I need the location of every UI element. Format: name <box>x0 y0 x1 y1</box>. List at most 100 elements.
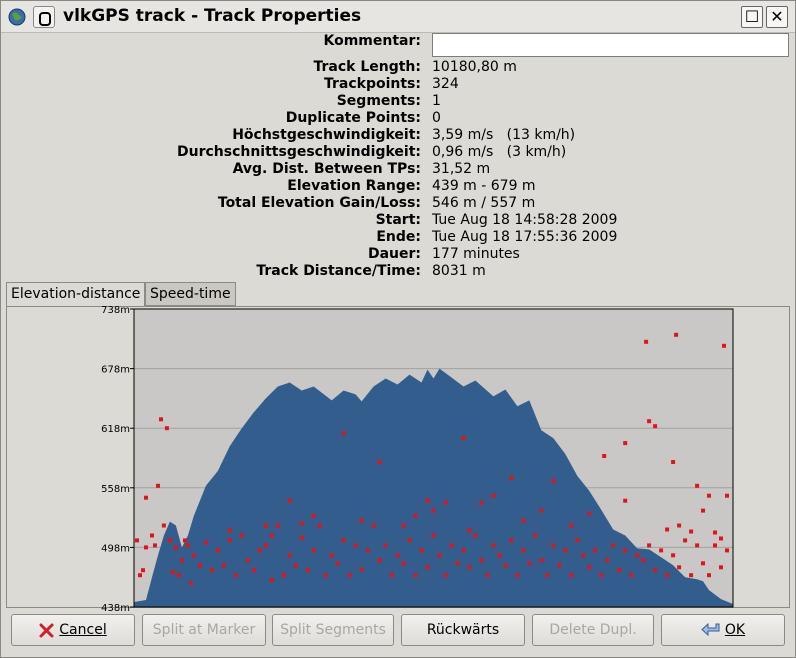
speed-point <box>419 548 424 553</box>
property-label: Duplicate Points: <box>285 110 421 126</box>
speed-point <box>551 543 556 548</box>
speed-point <box>359 567 364 572</box>
speed-point <box>689 529 694 534</box>
window-menu-button[interactable] <box>33 6 55 28</box>
speed-point <box>587 511 592 516</box>
speed-point <box>150 533 154 538</box>
property-label: Höchstgeschwindigkeit: <box>232 127 421 143</box>
delete-duplicates-button[interactable]: Delete Dupl. <box>532 614 654 646</box>
speed-point <box>473 533 478 538</box>
speed-point <box>281 573 286 578</box>
cancel-button[interactable]: Cancel <box>11 614 135 646</box>
speed-point <box>323 573 328 578</box>
close-button[interactable]: ✕ <box>766 6 788 28</box>
speed-point <box>401 523 406 528</box>
tab-elevation-distance[interactable]: Elevation-distance <box>6 282 146 308</box>
speed-point <box>659 548 664 553</box>
speed-point <box>713 530 717 535</box>
kommentar-input[interactable] <box>432 33 789 57</box>
title-bar[interactable]: vlkGPS track - Track Properties ☐ ✕ <box>1 1 795 33</box>
ok-button[interactable]: OK <box>661 614 785 646</box>
speed-point <box>188 581 193 586</box>
rueckwaerts-button[interactable]: Rückwärts <box>401 614 525 646</box>
property-value: 177 minutes <box>432 246 520 262</box>
property-row: Track Length: 10180,80 m <box>0 59 796 76</box>
speed-point <box>602 454 607 458</box>
speed-point <box>479 500 484 505</box>
speed-point <box>671 460 676 464</box>
speed-point <box>719 536 723 541</box>
speed-point <box>623 441 628 446</box>
maximize-button[interactable]: ☐ <box>741 6 763 28</box>
speed-point <box>156 483 160 488</box>
speed-point <box>263 523 268 528</box>
speed-point <box>257 548 262 553</box>
property-row: Avg. Dist. Between TPs: 31,52 m <box>0 161 796 178</box>
y-tick-label: 738m <box>101 305 130 316</box>
property-row: Track Distance/Time: 8031 m <box>0 263 796 280</box>
property-row: Trackpoints: 324 <box>0 76 796 93</box>
speed-point <box>359 518 364 523</box>
speed-point <box>587 565 592 570</box>
speed-point <box>569 523 574 528</box>
speed-point <box>311 548 316 553</box>
property-row: Segments: 1 <box>0 93 796 110</box>
property-value: 324 <box>432 76 459 92</box>
speed-point <box>425 498 430 503</box>
speed-point <box>623 548 628 553</box>
property-value: 439 m - 679 m <box>432 178 536 194</box>
split-at-marker-button[interactable]: Split at Marker <box>142 614 266 646</box>
speed-point <box>335 561 340 566</box>
speed-point <box>227 528 232 533</box>
speed-point <box>575 538 580 543</box>
property-label: Dauer: <box>367 246 421 262</box>
speed-point <box>695 543 700 548</box>
speed-point <box>563 548 568 553</box>
speed-point <box>491 543 496 548</box>
property-value: 1 <box>432 93 441 109</box>
speed-point <box>413 573 418 578</box>
y-tick-label: 618m <box>101 424 130 435</box>
speed-point <box>164 426 169 431</box>
tab-speed-time[interactable]: Speed-time <box>145 282 236 306</box>
split-segments-button[interactable]: Split Segments <box>272 614 394 646</box>
speed-point <box>173 545 178 550</box>
y-tick-label: 498m <box>101 543 130 554</box>
speed-point <box>467 528 472 533</box>
property-row: Elevation Range: 439 m - 679 m <box>0 178 796 195</box>
speed-point <box>677 523 682 528</box>
property-value: 31,52 m <box>432 161 491 177</box>
speed-point <box>707 493 711 498</box>
property-label: Total Elevation Gain/Loss: <box>217 195 421 211</box>
speed-point <box>521 548 526 553</box>
speed-point <box>185 543 190 548</box>
speed-point <box>689 573 694 578</box>
property-value: 8031 m <box>432 263 486 279</box>
property-row: Start: Tue Aug 18 14:58:28 2009 <box>0 212 796 229</box>
speed-point <box>287 498 292 503</box>
property-label: Avg. Dist. Between TPs: <box>232 161 421 177</box>
speed-point <box>653 568 658 573</box>
speed-point <box>491 493 496 498</box>
speed-point <box>647 543 652 548</box>
speed-point <box>503 563 508 568</box>
speed-point <box>539 508 544 513</box>
speed-point <box>251 568 256 573</box>
speed-point <box>611 543 616 548</box>
speed-point <box>341 538 346 543</box>
speed-point <box>239 533 244 538</box>
property-label: Elevation Range: <box>287 178 421 194</box>
speed-point <box>353 543 358 548</box>
speed-point <box>371 523 376 528</box>
y-tick-label: 558m <box>101 484 130 495</box>
speed-point <box>401 561 406 566</box>
speed-point <box>593 548 598 553</box>
speed-point <box>707 573 711 578</box>
speed-point <box>527 561 532 566</box>
property-row: Höchstgeschwindigkeit: 3,59 m/s (13 km/h) <box>0 127 796 144</box>
speed-point <box>509 475 514 480</box>
window-title: vlkGPS track - Track Properties <box>63 6 362 26</box>
speed-point <box>467 565 472 570</box>
property-value: 3,59 m/s (13 km/h) <box>432 127 576 143</box>
